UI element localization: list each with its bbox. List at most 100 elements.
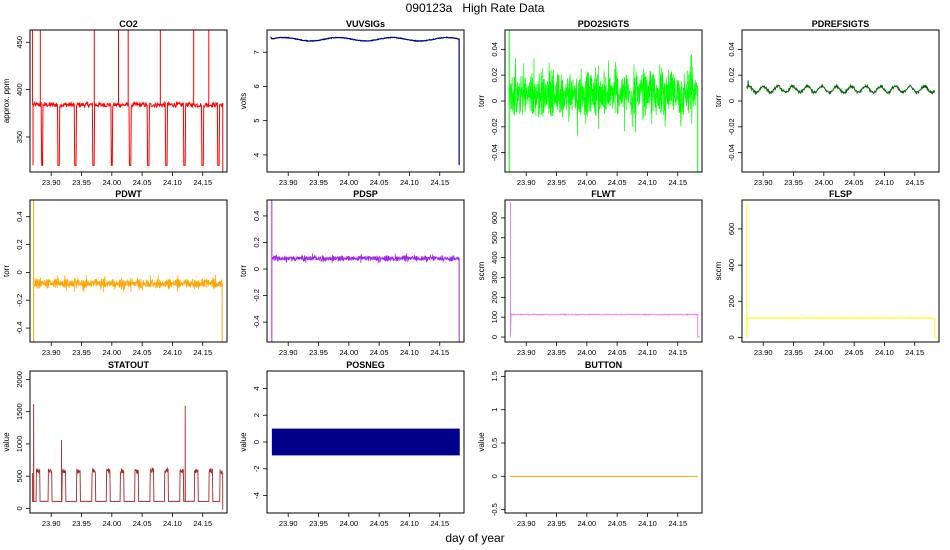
panel-co2: CO2 approx. ppm 23.90 23.95 24.00 24.05 24.10 2… [2, 19, 228, 187]
panel-posneg: POSNEG value 23.90 23.95 24.00 24.05 24.10 24.1… [239, 360, 465, 528]
y-tick-label: 0.4 [252, 211, 261, 221]
series-band [271, 428, 460, 456]
series-line [271, 253, 460, 264]
x-tick-label: 24.00 [577, 519, 596, 528]
y-tick-label: -2 [252, 465, 261, 472]
y-tick-label: -0.2 [252, 289, 261, 302]
x-tick-label: 24.00 [814, 348, 833, 357]
y-tick-label: 4 [252, 153, 261, 157]
y-tick-label: -0.04 [490, 144, 499, 161]
x-tick-label: 23.95 [547, 178, 566, 187]
y-tick-label: 0 [490, 474, 499, 478]
plot-frame [266, 29, 465, 173]
y-axis-label: value [477, 432, 486, 452]
y-tick-label: -4 [252, 492, 261, 499]
y-tick-label: 0.04 [490, 42, 499, 57]
x-tick-label: 23.95 [309, 178, 328, 187]
y-tick-label: 2000 [15, 371, 24, 388]
panel-statout: STATOUT value 23.90 23.95 24.00 24.05 24.10 24.… [2, 360, 228, 528]
x-tick-label: 24.15 [668, 178, 687, 187]
panel-title: PDREFSIGTS [812, 19, 870, 29]
x-tick-label: 24.10 [163, 178, 182, 187]
y-tick-label: 0.04 [727, 42, 736, 57]
series-line [508, 54, 699, 136]
y-axis-label: sccm [477, 261, 486, 280]
x-tick-label: 24.15 [193, 519, 212, 528]
y-tick-label: 0 [252, 440, 261, 444]
y-tick-label: -0.5 [490, 503, 499, 516]
x-tick-label: 23.90 [42, 519, 61, 528]
series-line [746, 202, 938, 338]
y-tick-label: -0.4 [15, 322, 24, 335]
x-tick-label: 24.00 [577, 178, 596, 187]
x-tick-label: 24.05 [845, 178, 864, 187]
y-tick-label: 400 [15, 83, 24, 96]
panel-pdwt: PDWT torr 23.90 23.95 24.00 24.05 24.10 24.15 -0… [2, 189, 228, 357]
y-tick-label: 0.02 [490, 68, 499, 83]
figure-x-axis-label: day of year [445, 531, 505, 545]
plot-frame [504, 29, 703, 173]
panel-button: BUTTON value 23.90 23.95 24.00 24.05 24.10 24.1… [477, 360, 703, 528]
y-tick-label: -0.4 [252, 316, 261, 329]
y-tick-label: 0 [490, 335, 499, 339]
data-flwt [509, 201, 701, 338]
plot-frame [741, 29, 940, 173]
y-tick-label: 600 [727, 223, 736, 236]
x-tick-label: 24.00 [339, 348, 358, 357]
panel-title: VUVSIGs [346, 19, 385, 29]
panel-title: POSNEG [346, 360, 385, 370]
x-tick-label: 24.00 [339, 178, 358, 187]
y-tick-label: 4 [252, 386, 261, 390]
x-tick-label: 23.90 [279, 178, 298, 187]
x-tick-label: 24.15 [430, 348, 449, 357]
panel-flsp: FLSP sccm 23.90 23.95 24.00 24.05 24.10 24.15 0 2… [714, 189, 940, 357]
x-tick-label: 24.10 [400, 519, 419, 528]
panel-title: PDSP [353, 189, 378, 199]
x-tick-label: 23.90 [42, 348, 61, 357]
x-tick-label: 24.15 [193, 178, 212, 187]
x-tick-label: 24.05 [133, 519, 152, 528]
x-tick-label: 24.10 [638, 178, 657, 187]
x-tick-label: 24.05 [608, 519, 627, 528]
y-tick-label: 0.4 [15, 211, 24, 221]
y-tick-label: 1500 [15, 403, 24, 420]
y-axis-label: value [2, 432, 11, 452]
series-line [31, 403, 224, 510]
y-tick-label: -0.04 [727, 144, 736, 161]
y-axis-label: value [239, 432, 248, 452]
x-tick-label: 23.95 [547, 519, 566, 528]
y-tick-label: 400 [490, 251, 499, 264]
panel-title: STATOUT [108, 360, 149, 370]
figure-title: 090123a High Rate Data [405, 1, 545, 15]
y-tick-label: -0.02 [490, 118, 499, 135]
plot-frame [266, 199, 465, 343]
y-tick-label: 0 [15, 270, 24, 274]
x-tick-label: 24.15 [905, 178, 924, 187]
data-pdrefsigts [746, 80, 936, 96]
plot-frame [29, 29, 228, 173]
x-tick-label: 24.05 [608, 178, 627, 187]
series-line [270, 36, 460, 166]
plot-frame [29, 199, 228, 343]
x-tick-label: 24.10 [163, 348, 182, 357]
panel-vuvsigs: VUVSIGs volts 23.90 23.95 24.00 24.05 24.10 24.… [239, 19, 465, 187]
y-tick-label: 500 [490, 231, 499, 244]
x-tick-label: 23.95 [72, 519, 91, 528]
x-tick-label: 24.05 [370, 178, 389, 187]
x-tick-label: 23.90 [517, 178, 536, 187]
data-pdsp [271, 200, 460, 342]
x-tick-label: 24.10 [638, 348, 657, 357]
x-tick-label: 24.15 [193, 348, 212, 357]
y-tick-label: -0.02 [727, 118, 736, 135]
data-statout [31, 403, 224, 510]
x-tick-label: 24.10 [638, 519, 657, 528]
x-tick-label: 24.15 [430, 519, 449, 528]
y-tick-label: 7 [252, 50, 261, 54]
panel-title: PDO2SIGTS [578, 19, 630, 29]
y-axis-label: torr [714, 95, 723, 107]
series-line [33, 274, 223, 293]
x-tick-label: 24.00 [102, 348, 121, 357]
data-flsp [746, 202, 938, 338]
panel-title: PDWT [115, 189, 142, 199]
